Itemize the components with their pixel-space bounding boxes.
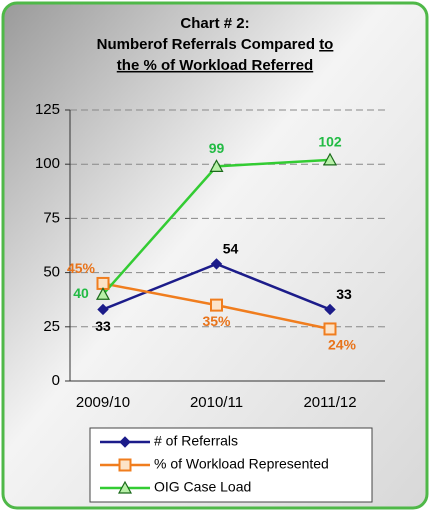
chart-title: the % of Workload Referred bbox=[117, 57, 313, 74]
marker bbox=[323, 322, 337, 336]
data-label: 33 bbox=[95, 318, 111, 334]
chart-title-part: to bbox=[319, 36, 333, 53]
y-tick-label: 50 bbox=[43, 264, 60, 281]
y-tick-label: 75 bbox=[43, 209, 60, 226]
x-tick-label: 2009/10 bbox=[76, 394, 130, 411]
data-label: 40 bbox=[73, 285, 89, 301]
chart-title: Numberof Referrals Compared to bbox=[97, 36, 334, 53]
data-label: 24% bbox=[328, 337, 357, 353]
y-tick-label: 0 bbox=[52, 372, 60, 389]
marker bbox=[210, 298, 223, 312]
chart-title-part: Numberof Referrals Compared bbox=[97, 36, 315, 53]
chart-title: Chart # 2: bbox=[180, 15, 249, 32]
y-tick-label: 25 bbox=[43, 318, 60, 335]
data-label: 33 bbox=[336, 286, 352, 302]
data-label: 99 bbox=[209, 140, 225, 156]
marker bbox=[210, 258, 223, 270]
marker bbox=[322, 152, 338, 166]
marker bbox=[97, 303, 109, 316]
y-tick-label: 100 bbox=[35, 155, 60, 172]
legend-label: OIG Case Load bbox=[154, 479, 251, 495]
legend-label: % of Workload Represented bbox=[154, 456, 329, 472]
marker bbox=[117, 480, 133, 494]
y-tick-label: 125 bbox=[35, 101, 60, 118]
marker bbox=[95, 287, 111, 300]
data-label: 45% bbox=[67, 260, 96, 276]
x-tick-label: 2011/12 bbox=[303, 394, 356, 411]
data-label: 102 bbox=[318, 134, 342, 150]
data-label: 35% bbox=[202, 313, 231, 329]
marker bbox=[119, 436, 131, 448]
legend-label: # of Referrals bbox=[154, 433, 238, 449]
marker bbox=[209, 159, 224, 172]
x-tick-label: 2010/11 bbox=[190, 394, 243, 411]
data-label: 54 bbox=[223, 241, 239, 257]
marker bbox=[324, 303, 336, 316]
marker bbox=[118, 458, 132, 472]
